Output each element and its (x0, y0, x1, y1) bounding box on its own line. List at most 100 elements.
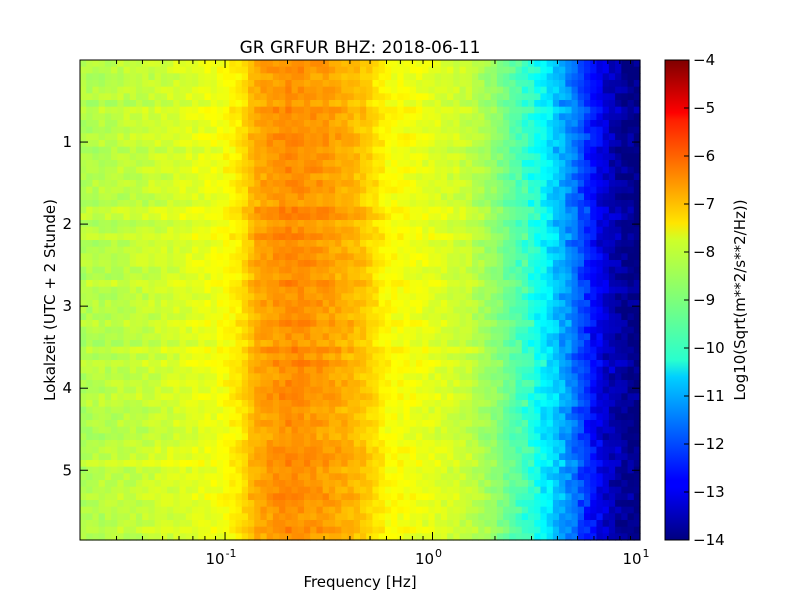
heatmap-cell (285, 433, 293, 441)
heatmap-cell (185, 193, 193, 201)
heatmap-cell (279, 326, 286, 334)
heatmap-cell (142, 406, 150, 414)
heatmap-cell (291, 186, 299, 194)
heatmap-cell (322, 93, 330, 101)
heatmap-cell (341, 93, 349, 101)
heatmap-cell (167, 413, 174, 421)
heatmap-cell (341, 433, 349, 441)
heatmap-cell (297, 420, 305, 428)
heatmap-cell (248, 373, 255, 381)
heatmap-cell (453, 380, 461, 388)
heatmap-cell (447, 260, 454, 268)
heatmap-cell (185, 440, 193, 448)
heatmap-cell (384, 140, 392, 148)
heatmap-cell (148, 460, 156, 468)
heatmap-cell (148, 400, 156, 408)
heatmap-cell (366, 513, 374, 521)
heatmap-cell (248, 126, 255, 134)
heatmap-cell (360, 426, 367, 434)
heatmap-cell (111, 460, 118, 468)
heatmap-cell (129, 60, 137, 68)
heatmap-cell (322, 220, 330, 228)
heatmap-cell (397, 306, 405, 314)
heatmap-cell (496, 286, 504, 294)
heatmap-cell (167, 106, 174, 114)
heatmap-cell (111, 60, 118, 68)
heatmap-cell (478, 493, 486, 501)
heatmap-cell (372, 280, 380, 288)
heatmap-cell (372, 473, 380, 481)
heatmap-cell (192, 513, 199, 521)
heatmap-cell (366, 120, 374, 128)
heatmap-cell (378, 100, 386, 108)
heatmap-cell (509, 173, 517, 181)
heatmap-cell (235, 233, 243, 241)
heatmap-cell (154, 253, 162, 261)
heatmap-cell (478, 353, 486, 361)
heatmap-cell (210, 120, 218, 128)
heatmap-cell (447, 380, 454, 388)
heatmap-cell (173, 293, 181, 301)
heatmap-cell (440, 453, 448, 461)
heatmap-cell (484, 273, 492, 281)
heatmap-cell (148, 93, 156, 101)
heatmap-cell (397, 126, 405, 134)
heatmap-cell (173, 260, 181, 268)
heatmap-cell (440, 93, 448, 101)
heatmap-cell (372, 380, 380, 388)
heatmap-cell (154, 180, 162, 188)
heatmap-cell (80, 520, 87, 528)
heatmap-cell (123, 100, 131, 108)
heatmap-cell (117, 146, 125, 154)
heatmap-cell (173, 333, 181, 341)
heatmap-cell (192, 393, 199, 401)
heatmap-cell (434, 286, 442, 294)
heatmap-cell (285, 313, 293, 321)
heatmap-cell (272, 126, 280, 134)
heatmap-cell (272, 93, 280, 101)
heatmap-cell (403, 360, 411, 368)
heatmap-cell (229, 286, 237, 294)
heatmap-cell (304, 220, 311, 228)
heatmap-cell (223, 220, 230, 228)
heatmap-cell (353, 480, 361, 488)
heatmap-cell (353, 500, 361, 508)
heatmap-cell (160, 453, 168, 461)
heatmap-cell (167, 353, 174, 361)
heatmap-cell (353, 433, 361, 441)
heatmap-cell (503, 340, 510, 348)
heatmap-cell (229, 173, 237, 181)
heatmap-cell (391, 333, 398, 341)
heatmap-cell (160, 413, 168, 421)
heatmap-cell (378, 473, 386, 481)
heatmap-cell (92, 173, 100, 181)
heatmap-cell (92, 233, 100, 241)
heatmap-cell (428, 213, 436, 221)
heatmap-cell (216, 133, 224, 141)
heatmap-cell (328, 526, 336, 534)
heatmap-cell (440, 360, 448, 368)
heatmap-cell (434, 266, 442, 274)
heatmap-cell (248, 513, 255, 521)
heatmap-cell (235, 160, 243, 168)
heatmap-cell (472, 213, 479, 221)
heatmap-cell (434, 246, 442, 254)
heatmap-cell (117, 360, 125, 368)
heatmap-cell (148, 480, 156, 488)
heatmap-cell (478, 260, 486, 268)
heatmap-cell (223, 60, 230, 68)
heatmap-cell (453, 146, 461, 154)
heatmap-cell (490, 206, 498, 214)
heatmap-cell (496, 300, 504, 308)
heatmap-cell (254, 253, 262, 261)
heatmap-cell (86, 326, 94, 334)
heatmap-cell (80, 446, 87, 454)
heatmap-cell (478, 486, 486, 494)
heatmap-cell (198, 186, 206, 194)
heatmap-cell (403, 146, 411, 154)
heatmap-cell (440, 180, 448, 188)
heatmap-cell (260, 313, 268, 321)
heatmap-cell (92, 200, 100, 208)
heatmap-cell (266, 146, 274, 154)
heatmap-cell (136, 466, 143, 474)
